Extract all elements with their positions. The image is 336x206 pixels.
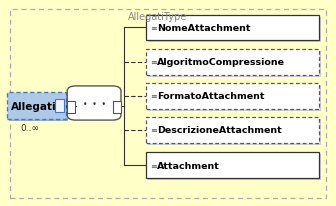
Text: DescrizioneAttachment: DescrizioneAttachment	[157, 126, 282, 135]
Text: Allegati: Allegati	[11, 101, 56, 111]
Text: ≡: ≡	[150, 92, 157, 101]
Text: ≡: ≡	[150, 58, 157, 67]
FancyBboxPatch shape	[9, 95, 68, 122]
FancyBboxPatch shape	[67, 87, 121, 121]
FancyBboxPatch shape	[146, 83, 319, 109]
FancyBboxPatch shape	[146, 117, 319, 143]
FancyBboxPatch shape	[146, 15, 319, 41]
FancyBboxPatch shape	[148, 154, 321, 180]
Text: ≡: ≡	[150, 161, 157, 170]
FancyBboxPatch shape	[113, 101, 121, 114]
FancyBboxPatch shape	[55, 100, 64, 112]
Text: •  •  •: • • •	[83, 99, 106, 108]
FancyBboxPatch shape	[10, 10, 326, 198]
Text: FormatoAttachment: FormatoAttachment	[157, 92, 264, 101]
FancyBboxPatch shape	[67, 101, 75, 114]
FancyBboxPatch shape	[7, 93, 66, 119]
FancyBboxPatch shape	[148, 85, 321, 111]
Text: AlgoritmoCompressione: AlgoritmoCompressione	[157, 58, 285, 67]
Text: NomeAttachment: NomeAttachment	[157, 24, 250, 33]
Text: ≡: ≡	[150, 126, 157, 135]
FancyBboxPatch shape	[148, 119, 321, 145]
Text: 0..∞: 0..∞	[21, 124, 40, 132]
Text: AllegatiType: AllegatiType	[128, 12, 187, 22]
FancyBboxPatch shape	[148, 52, 321, 77]
FancyBboxPatch shape	[148, 18, 321, 43]
FancyBboxPatch shape	[146, 152, 319, 178]
FancyBboxPatch shape	[146, 49, 319, 75]
Ellipse shape	[76, 92, 116, 118]
Text: ≡: ≡	[150, 24, 157, 33]
Text: Attachment: Attachment	[157, 161, 220, 170]
